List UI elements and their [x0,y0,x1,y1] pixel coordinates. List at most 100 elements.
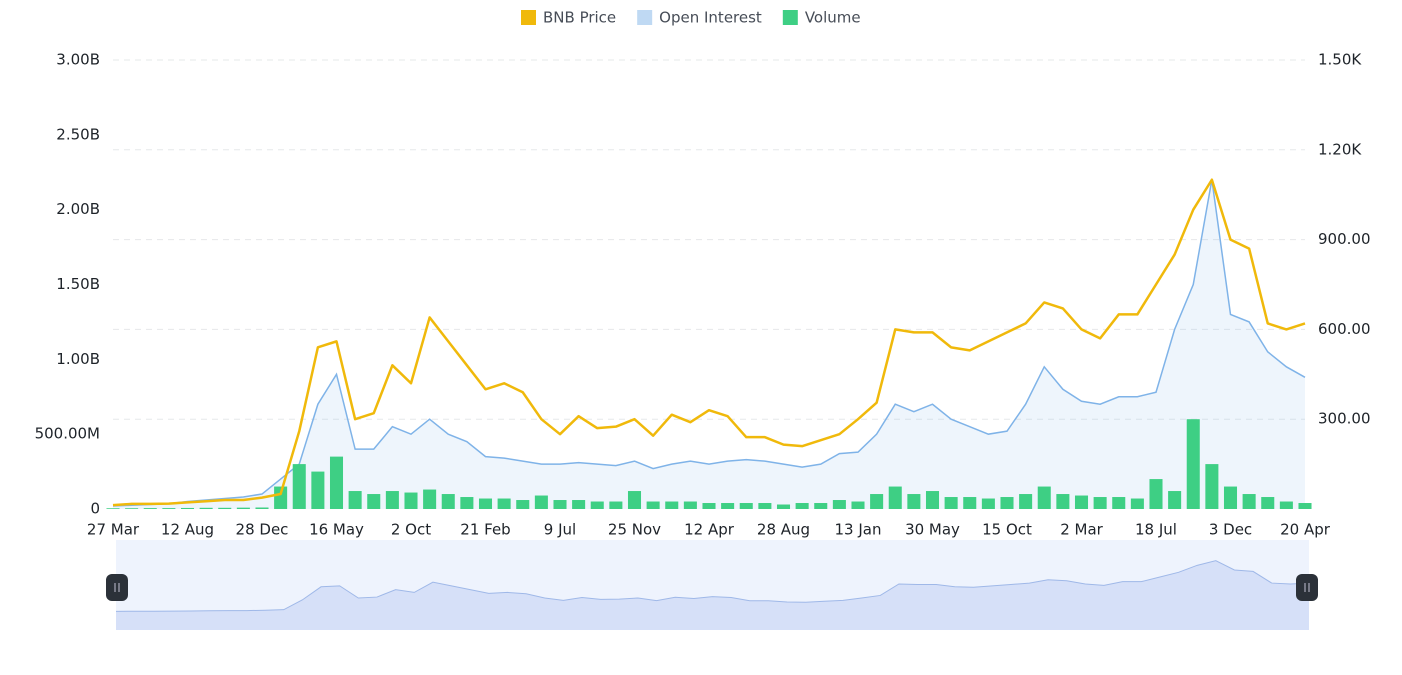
volume-bar [702,503,716,509]
volume-bar [236,507,250,509]
x-tick-label: 20 Apr [1280,521,1331,539]
volume-bar [683,501,697,509]
volume-bar [1130,498,1144,509]
volume-bar [721,503,735,509]
volume-bar [292,464,306,509]
volume-bar [1261,497,1275,509]
x-tick-label: 9 Jul [544,521,576,539]
volume-bar [255,507,269,509]
volume-bar [609,501,623,509]
y2-tick-label: 1.20K [1318,140,1362,158]
y-tick-label: 2.50B [56,125,100,143]
legend-label[interactable]: Volume [805,9,861,27]
y-tick-label: 500.00M [35,425,100,443]
y2-tick-label: 900.00 [1318,230,1371,248]
y2-tick-label: 600.00 [1318,320,1371,338]
volume-bar [1000,497,1014,509]
volume-bar [348,491,362,509]
legend-label[interactable]: Open Interest [659,9,762,27]
volume-bar [1093,497,1107,509]
volume-bar [329,456,344,509]
area-fill [113,179,1305,509]
volume-bar [888,486,902,509]
slider-handle[interactable] [106,574,128,601]
volume-bar [1168,491,1182,509]
volume-bar [590,501,604,509]
x-tick-label: 15 Oct [982,521,1032,539]
volume-bar [1019,494,1033,509]
y2-tick-label: 1.50K [1318,51,1362,69]
mini-area [116,560,1309,630]
x-tick-label: 3 Dec [1209,521,1252,539]
volume-bar [162,508,176,509]
volume-bar [963,497,977,509]
volume-bar [1056,494,1070,509]
x-tick-label: 21 Feb [460,521,510,539]
volume-bar [385,491,399,509]
volume-bar [478,498,493,509]
volume-bar [534,495,548,509]
price-line [112,178,1306,507]
volume-bar [311,471,325,509]
volume-bar [758,503,772,509]
volume-bar [404,492,418,509]
volume-bar [814,503,828,509]
y2-tick-label: 300.00 [1318,410,1371,428]
volume-bar [944,497,958,509]
volume-bar [851,501,865,509]
x-tick-label: 16 May [309,521,364,539]
volume-bar [627,491,642,509]
volume-bar [1242,494,1256,509]
x-tick-label: 2 Oct [391,521,431,539]
volume-bar [1279,501,1293,509]
legend-swatch[interactable] [637,10,653,25]
legend-swatch[interactable] [782,10,798,25]
x-tick-label: 28 Dec [236,521,289,539]
volume-bar [274,486,288,509]
volume-bar [870,494,884,509]
x-tick-label: 12 Aug [161,521,214,539]
volume-bar [907,494,921,509]
volume-bar [367,494,381,509]
area-line [112,179,1306,507]
volume-bar [739,503,753,509]
legend-label[interactable]: BNB Price [543,9,616,27]
volume-bar [646,501,660,509]
volume-bar [925,491,940,509]
y-tick-label: 0 [90,500,100,518]
legend-swatch[interactable] [521,10,536,25]
y-tick-label: 2.00B [56,200,100,218]
volume-bar [1298,503,1312,509]
volume-bar [572,500,586,509]
volume-bar [776,504,791,509]
volume-bar [981,498,995,509]
volume-bar [795,503,809,509]
x-tick-label: 30 May [905,521,960,539]
volume-bar [180,507,195,509]
volume-bar [1223,486,1238,509]
volume-bar [423,489,437,509]
volume-bar [832,500,846,509]
volume-bar [1074,495,1089,509]
x-tick-label: 13 Jan [835,521,882,539]
y-tick-label: 1.00B [56,350,100,368]
y-tick-label: 3.00B [56,51,100,69]
y-tick-label: 1.50B [56,275,100,293]
slider-handle[interactable] [1296,574,1318,601]
x-tick-label: 27 Mar [87,521,140,539]
x-tick-label: 12 Apr [684,521,735,539]
volume-bar [553,500,567,509]
legend: BNB Price Open Interest Volume [521,9,861,27]
volume-bar [665,501,679,509]
volume-bar [218,507,232,509]
x-tick-label: 2 Mar [1060,521,1103,539]
volume-bar [460,497,474,509]
volume-bar [125,508,139,509]
volume-bar [1149,479,1163,509]
volume-bar [1037,486,1051,509]
volume-bar [106,508,120,509]
volume-bar [441,494,455,509]
volume-bar [497,498,511,509]
mini-line [115,560,1310,612]
